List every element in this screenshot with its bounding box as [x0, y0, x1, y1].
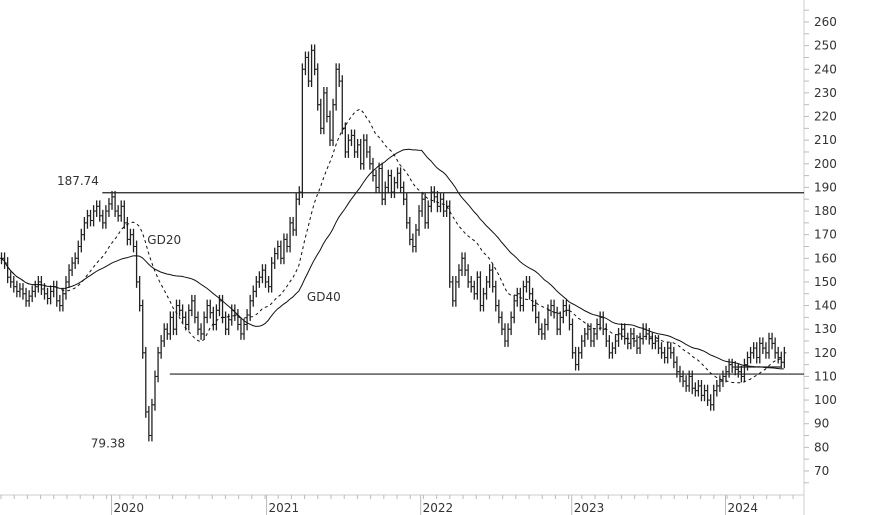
annotation-label: 187.74 [57, 174, 99, 188]
x-tick-label: 2023 [574, 501, 605, 515]
y-tick-label: 220 [814, 110, 837, 124]
annotation-label: GD20 [147, 233, 181, 247]
horizontal-lines [102, 192, 804, 375]
annotation-label: 79.38 [91, 436, 125, 450]
ma-line-gd20 [0, 108, 784, 384]
y-tick-label: 190 [814, 180, 837, 194]
y-tick-label: 110 [814, 369, 837, 383]
annotation-label: GD40 [307, 290, 341, 304]
y-tick-label: 210 [814, 133, 837, 147]
y-tick-label: 100 [814, 393, 837, 407]
x-tick-label: 2022 [423, 501, 454, 515]
x-tick-label: 2021 [269, 501, 300, 515]
y-tick-label: 160 [814, 251, 837, 265]
y-tick-label: 200 [814, 157, 837, 171]
x-tick-label: 2024 [728, 501, 759, 515]
y-tick-label: 80 [814, 440, 829, 454]
y-tick-label: 230 [814, 86, 837, 100]
y-tick-label: 250 [814, 39, 837, 53]
y-tick-label: 150 [814, 275, 837, 289]
y-tick-label: 130 [814, 322, 837, 336]
y-tick-label: 260 [814, 15, 837, 29]
axes: 70 80 90 100 110 120 130 140 150 160 170 180 190 200 2… [0, 0, 837, 515]
y-tick-label: 90 [814, 417, 829, 431]
ma-line-gd40 [0, 148, 784, 370]
y-tick-label: 240 [814, 62, 837, 76]
price-bars [0, 44, 787, 442]
y-tick-label: 120 [814, 346, 837, 360]
x-tick-label: 2020 [114, 501, 145, 515]
y-tick-label: 70 [814, 464, 829, 478]
annotations: 187.74 79.38 GD20 GD40 [57, 174, 341, 450]
y-tick-label: 170 [814, 228, 837, 242]
y-tick-label: 180 [814, 204, 837, 218]
y-tick-label: 140 [814, 299, 837, 313]
moving-averages [0, 108, 784, 384]
